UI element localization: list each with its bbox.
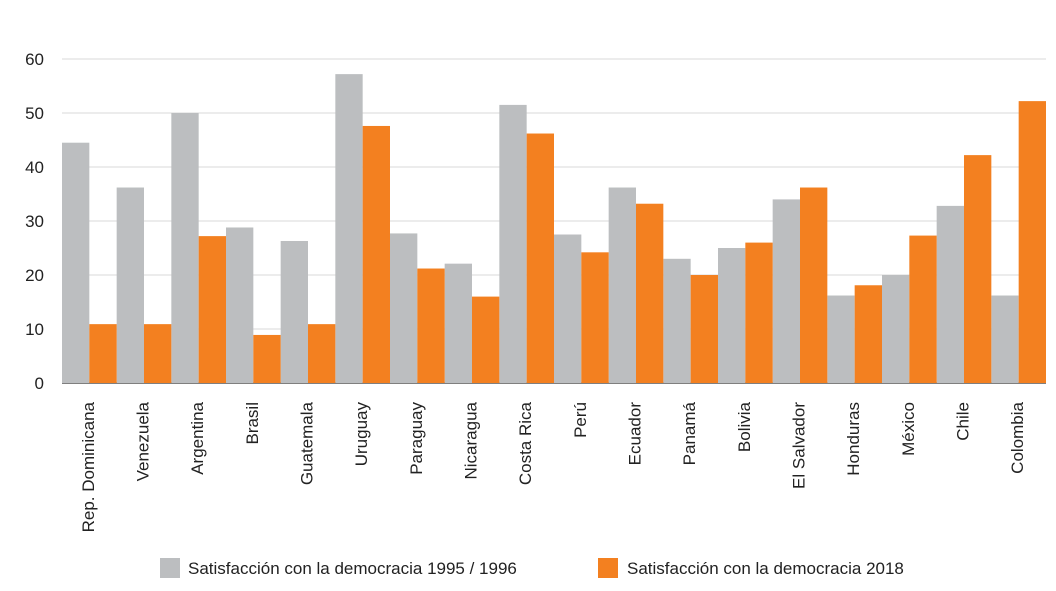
bar-2018 xyxy=(854,285,882,383)
bar-1995-1996 xyxy=(62,142,90,383)
x-tick-label: México xyxy=(899,402,918,456)
bar-1995-1996 xyxy=(390,233,418,383)
x-tick-label: Honduras xyxy=(844,402,863,476)
bar-1995-1996 xyxy=(718,248,746,383)
legend-label-series-2018: Satisfacción con la democracia 2018 xyxy=(627,559,904,578)
bar-2018 xyxy=(745,242,773,383)
x-tick-label: Colombia xyxy=(1008,401,1027,473)
legend-swatch-series-1995-1996 xyxy=(160,558,180,578)
bar-2018 xyxy=(636,203,664,383)
x-tick-label: Argentina xyxy=(188,401,207,474)
y-tick-label: 50 xyxy=(25,104,44,123)
y-tick-label: 10 xyxy=(25,320,44,339)
y-tick-label: 40 xyxy=(25,158,44,177)
bar-1995-1996 xyxy=(499,104,527,384)
bar-2018 xyxy=(526,133,554,383)
bar-2018 xyxy=(472,296,500,383)
bar-2018 xyxy=(690,275,718,383)
y-tick-label: 30 xyxy=(25,212,44,231)
y-axis: 0 10 20 30 40 50 60 xyxy=(25,50,44,393)
y-tick-label: 0 xyxy=(35,374,44,393)
bar-1995-1996 xyxy=(936,205,964,383)
bar-1995-1996 xyxy=(608,187,636,383)
bar-1995-1996 xyxy=(226,227,254,383)
bar-1995-1996 xyxy=(772,199,800,383)
x-tick-label: Rep. Dominicana xyxy=(79,401,98,532)
bar-2018 xyxy=(581,252,609,383)
x-tick-label: Panamá xyxy=(680,401,699,465)
x-tick-label: Guatemala xyxy=(297,401,316,485)
bar-2018 xyxy=(89,324,117,383)
bar-1995-1996 xyxy=(116,187,144,383)
bar-1995-1996 xyxy=(280,240,308,383)
bar-2018 xyxy=(253,334,281,383)
x-axis: Rep. Dominicana Venezuela Argentina Brasil G… xyxy=(79,401,1027,532)
legend-swatch-series-2018 xyxy=(598,558,618,578)
bar-2018 xyxy=(800,187,828,383)
x-tick-label: Chile xyxy=(953,402,972,441)
x-tick-label: Venezuela xyxy=(133,401,152,481)
bar-1995-1996 xyxy=(554,234,582,383)
x-tick-label: Nicaragua xyxy=(461,401,480,479)
bar-2018 xyxy=(198,236,226,383)
bar-2018 xyxy=(964,155,992,383)
bar-1995-1996 xyxy=(335,74,363,384)
y-tick-label: 20 xyxy=(25,266,44,285)
bar-1995-1996 xyxy=(991,295,1019,383)
legend-label-series-1995-1996: Satisfacción con la democracia 1995 / 19… xyxy=(188,559,517,578)
bar-1995-1996 xyxy=(882,275,910,383)
legend: Satisfacción con la democracia 1995 / 19… xyxy=(160,558,904,578)
x-tick-label: Brasil xyxy=(243,402,262,445)
bar-2018 xyxy=(362,125,390,384)
bar-2018 xyxy=(417,268,445,383)
bars xyxy=(62,74,1046,384)
bar-1995-1996 xyxy=(827,295,855,383)
x-tick-label: Paraguay xyxy=(407,402,426,475)
bar-1995-1996 xyxy=(171,113,199,383)
bar-1995-1996 xyxy=(444,263,472,383)
x-tick-label: Bolivia xyxy=(735,401,754,452)
x-tick-label: Costa Rica xyxy=(516,401,535,485)
bar-1995-1996 xyxy=(663,258,691,383)
x-tick-label: Perú xyxy=(571,402,590,438)
y-tick-label: 60 xyxy=(25,50,44,69)
x-tick-label: Uruguay xyxy=(352,402,371,467)
bar-2018 xyxy=(144,324,172,383)
x-tick-label: El Salvador xyxy=(789,402,808,489)
bar-2018 xyxy=(909,235,937,383)
x-tick-label: Ecuador xyxy=(625,402,644,466)
bar-2018 xyxy=(1018,101,1046,384)
bar-2018 xyxy=(308,324,336,383)
